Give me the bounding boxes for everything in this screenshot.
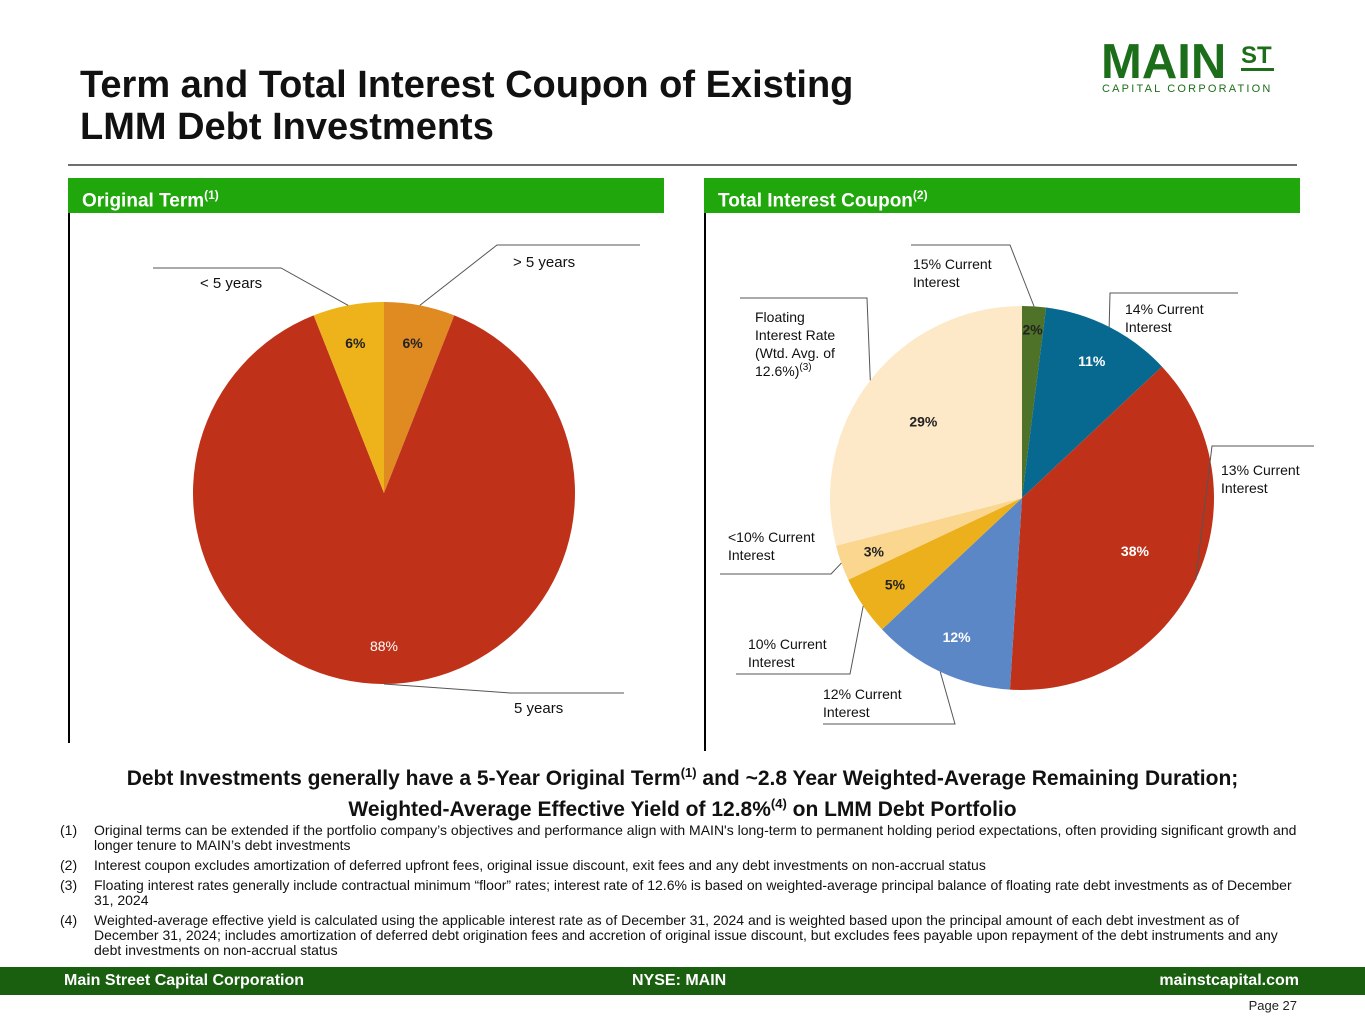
footnote-text: Floating interest rates generally includ… <box>94 877 1292 908</box>
company-logo: MAIN ST CAPITAL CORPORATION <box>1101 36 1274 95</box>
leader-line-12-current-interest <box>823 671 956 725</box>
leader-line-10-current-interest <box>720 562 842 575</box>
leader-line-floating-interest-rate-wtd-avg-of-12-6 <box>740 297 871 381</box>
page-title: Term and Total Interest Coupon of Existi… <box>80 64 980 148</box>
pie-slice-5-years <box>193 315 575 684</box>
footer-website[interactable]: mainstcapital.com <box>1159 972 1299 989</box>
summary-part-1: Debt Investments generally have a 5-Year… <box>126 767 681 790</box>
footer-company: Main Street Capital Corporation <box>64 972 305 989</box>
panel-title-right: Total Interest Coupon <box>718 190 913 212</box>
data-label-5-years: 6% <box>345 335 366 351</box>
summary-part-3: on LMM Debt Portfolio <box>786 798 1017 821</box>
panel-header-original-term: Original Term(1) <box>68 178 664 213</box>
original-term-pie-chart: 6% > 5 years 88% 5 years 6% < 5 years <box>153 244 640 717</box>
logo-st-text: ST <box>1241 42 1272 69</box>
category-label-10-current-interest: 10% Current Interest <box>748 636 827 670</box>
leader-line-14-current-interest <box>1108 292 1238 327</box>
footer-bar: Main Street Capital Corporation NYSE: MA… <box>0 967 1365 995</box>
pie-slice-10-current-interest <box>848 498 1022 630</box>
panel-header-interest-coupon: Total Interest Coupon(2) <box>704 178 1300 213</box>
category-label-15-current-interest: 15% Current Interest <box>913 256 992 290</box>
title-line-1: Term and Total Interest Coupon of Existi… <box>80 64 854 106</box>
leader-line-5-years <box>419 244 640 306</box>
footnote: (4) Weighted-average effective yield is c… <box>60 913 1305 958</box>
category-label-5-years: 5 years <box>514 700 563 717</box>
pie-slice-5-years <box>313 302 384 493</box>
interest-coupon-pie-chart: 2% 15% Current Interest 11% 14% Current Inter… <box>720 244 1314 725</box>
data-label-14-current-interest: 11% <box>1078 353 1106 369</box>
leader-line-5-years <box>383 683 624 694</box>
category-label-14-current-interest: 14% Current Interest <box>1125 301 1204 335</box>
pie-slice-10-current-interest <box>836 498 1022 580</box>
footnote: (1) Original terms can be extended if the… <box>60 823 1305 853</box>
title-divider <box>68 164 1297 166</box>
leader-line-10-current-interest <box>736 605 864 675</box>
footnote: (3) Floating interest rates generally inc… <box>60 878 1305 908</box>
summary-sup-1: (1) <box>680 765 697 780</box>
data-label-15-current-interest: 2% <box>1022 321 1043 337</box>
logo-st-underline <box>1241 68 1274 71</box>
data-label-floating-interest-rate-wtd-avg-of-12-6: 29% <box>909 414 938 430</box>
footnote-number: (2) <box>60 857 78 873</box>
leader-line-13-current-interest <box>1195 445 1314 580</box>
data-label-13-current-interest: 38% <box>1121 543 1150 559</box>
logo-sub-text: CAPITAL CORPORATION <box>1102 83 1273 95</box>
data-label-5-years: 6% <box>403 335 424 351</box>
title-line-2: LMM Debt Investments <box>80 106 494 148</box>
footnote-number: (3) <box>60 877 78 893</box>
data-label-10-current-interest: 5% <box>885 576 906 592</box>
footer-ticker: NYSE: MAIN <box>632 972 727 989</box>
category-label-10-current-interest: <10% Current Interest <box>728 529 815 563</box>
right-panel-border <box>704 213 706 751</box>
page-number: Page 27 <box>1248 998 1297 1013</box>
left-panel-border <box>68 213 70 743</box>
panel-sup-right: (2) <box>912 188 928 202</box>
summary-part-2: and ~2.8 Year Weighted-Average Remaining… <box>348 767 1239 821</box>
pie-slice-13-current-interest <box>1009 366 1214 691</box>
summary-statement: Debt Investments generally have a 5-Year… <box>100 760 1265 822</box>
footnote: (2) Interest coupon excludes amortization… <box>60 858 1305 873</box>
category-label-floating-interest-rate-wtd-avg-of-12-6: Floating Interest Rate (Wtd. Avg. of 12.6%)… <box>755 309 835 379</box>
panel-sup-left: (1) <box>204 188 219 202</box>
pie-slice-12-current-interest <box>882 498 1022 690</box>
summary-sup-2: (4) <box>770 796 787 811</box>
category-label-5-years: > 5 years <box>513 254 575 271</box>
footnote-text: Interest coupon excludes amortization of… <box>94 857 986 873</box>
footnotes: (1) Original terms can be extended if the… <box>60 823 1305 963</box>
footnote-number: (1) <box>60 822 78 838</box>
data-label-12-current-interest: 12% <box>943 629 972 645</box>
pie-slice-15-current-interest <box>1022 306 1047 498</box>
footnote-number: (4) <box>60 912 78 928</box>
category-label-12-current-interest: 12% Current Interest <box>823 686 902 720</box>
pie-slice-5-years <box>384 302 455 493</box>
leader-line-15-current-interest <box>911 244 1035 307</box>
footnote-text: Original terms can be extended if the po… <box>94 822 1297 853</box>
logo-main-text: MAIN <box>1101 36 1226 89</box>
footnote-text: Weighted-average effective yield is calc… <box>94 912 1278 958</box>
category-label-13-current-interest: 13% Current Interest <box>1221 462 1300 496</box>
category-label-5-years: < 5 years <box>200 275 262 292</box>
panel-title-left: Original Term <box>82 190 205 212</box>
data-label-5-years: 88% <box>370 638 398 654</box>
leader-line-5-years <box>153 267 349 306</box>
data-label-10-current-interest: 3% <box>864 543 885 559</box>
pie-slice-14-current-interest <box>1022 307 1162 498</box>
pie-slice-floating-interest-rate-wtd-avg-of-12-6 <box>830 306 1022 546</box>
